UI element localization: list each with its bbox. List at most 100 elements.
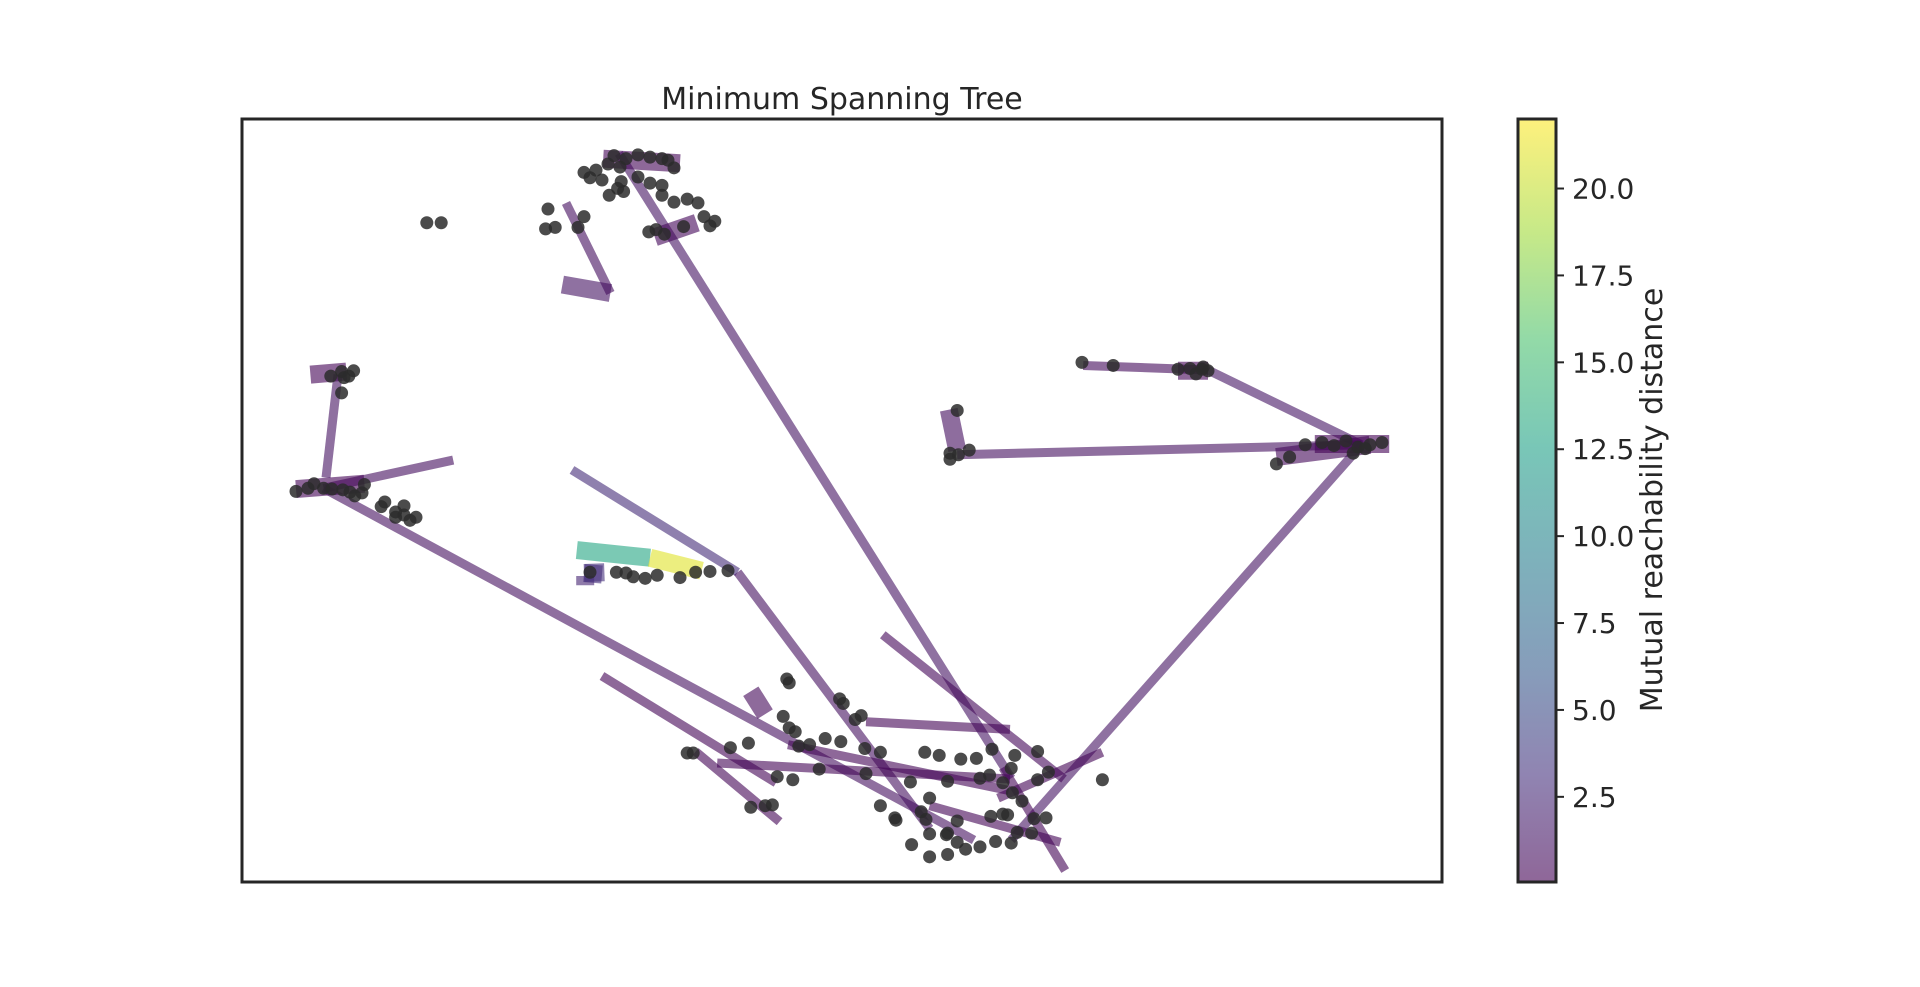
data-point bbox=[611, 181, 625, 195]
data-point bbox=[673, 571, 687, 585]
data-point bbox=[697, 210, 711, 224]
data-point bbox=[1327, 439, 1341, 453]
data-point bbox=[932, 748, 946, 762]
data-point bbox=[1075, 355, 1089, 369]
data-point bbox=[919, 812, 933, 826]
plot-frame bbox=[240, 117, 1444, 884]
data-point bbox=[1298, 438, 1312, 452]
data-point bbox=[723, 741, 737, 755]
data-point bbox=[1008, 748, 1022, 762]
data-point bbox=[420, 216, 434, 230]
data-point bbox=[1095, 773, 1109, 787]
data-point bbox=[631, 170, 645, 184]
data-point bbox=[776, 709, 790, 723]
data-point bbox=[661, 153, 675, 167]
data-point bbox=[803, 738, 817, 752]
data-point bbox=[1041, 765, 1055, 779]
data-point bbox=[889, 813, 903, 827]
data-point bbox=[609, 565, 623, 579]
data-point bbox=[1196, 360, 1210, 374]
data-point bbox=[812, 762, 826, 776]
mst-edge bbox=[939, 407, 967, 452]
data-point bbox=[1315, 436, 1329, 450]
data-point bbox=[657, 227, 671, 241]
data-point bbox=[834, 735, 848, 749]
data-point bbox=[959, 842, 973, 856]
colorbar-tick-label: 17.5 bbox=[1572, 259, 1634, 292]
data-point bbox=[324, 369, 338, 383]
chart-title: Minimum Spanning Tree bbox=[661, 82, 1023, 117]
colorbar-ticks: 2.5 5.0 7.5 10.0 12.5 15.0 17.5 20.0 bbox=[1556, 173, 1634, 814]
data-point bbox=[1031, 773, 1045, 787]
data-points bbox=[289, 148, 1389, 864]
data-point bbox=[939, 828, 953, 842]
data-point bbox=[765, 798, 779, 812]
data-point bbox=[357, 477, 371, 491]
data-point bbox=[782, 676, 796, 690]
data-point bbox=[741, 736, 755, 750]
data-point bbox=[667, 195, 681, 209]
data-point bbox=[1339, 434, 1353, 448]
data-point bbox=[434, 216, 448, 230]
data-point bbox=[1031, 745, 1045, 759]
data-point bbox=[677, 220, 691, 234]
data-point bbox=[680, 746, 694, 760]
data-point bbox=[548, 220, 562, 234]
data-point bbox=[1375, 436, 1389, 450]
data-point bbox=[721, 564, 735, 578]
mst-edge bbox=[561, 200, 615, 295]
data-point bbox=[1171, 362, 1185, 376]
data-point bbox=[918, 745, 932, 759]
colorbar-tick-label: 7.5 bbox=[1572, 607, 1617, 640]
data-point bbox=[1039, 811, 1053, 825]
data-point bbox=[950, 814, 964, 828]
data-point bbox=[941, 774, 955, 788]
data-point bbox=[1025, 826, 1039, 840]
colorbar bbox=[1518, 119, 1556, 882]
data-point bbox=[703, 564, 717, 578]
mst-edge bbox=[865, 717, 1011, 734]
data-point bbox=[984, 809, 998, 823]
data-point bbox=[1027, 812, 1041, 826]
data-point bbox=[969, 751, 983, 765]
data-point bbox=[923, 850, 937, 864]
data-point bbox=[595, 173, 609, 187]
data-point bbox=[541, 202, 555, 216]
mst-edge bbox=[614, 150, 1016, 781]
data-point bbox=[1005, 786, 1019, 800]
colorbar-tick-label: 12.5 bbox=[1572, 433, 1634, 466]
colorbar-frame bbox=[1516, 117, 1558, 884]
data-point bbox=[655, 178, 669, 192]
data-point bbox=[1015, 794, 1029, 808]
data-point bbox=[643, 150, 657, 164]
data-point bbox=[786, 773, 800, 787]
data-point bbox=[943, 446, 957, 460]
colorbar-tick-label: 15.0 bbox=[1572, 346, 1634, 379]
mst-edge bbox=[569, 466, 740, 577]
data-point bbox=[619, 152, 633, 166]
data-point bbox=[607, 149, 621, 163]
colorbar-label: Mutual reachability distance bbox=[1635, 288, 1670, 713]
data-point bbox=[348, 489, 362, 503]
data-point bbox=[347, 364, 361, 378]
mst-edge bbox=[560, 275, 612, 302]
data-point bbox=[397, 499, 411, 513]
data-point bbox=[989, 835, 1003, 849]
data-point bbox=[1269, 457, 1283, 471]
mst-edge bbox=[928, 801, 1062, 847]
data-point bbox=[1010, 825, 1024, 839]
data-point bbox=[854, 709, 868, 723]
data-point bbox=[571, 220, 585, 234]
data-point bbox=[858, 741, 872, 755]
data-point bbox=[1358, 442, 1372, 456]
data-point bbox=[643, 176, 657, 190]
data-point bbox=[650, 568, 664, 582]
colorbar-tick-label: 5.0 bbox=[1572, 694, 1617, 727]
data-point bbox=[923, 827, 937, 841]
data-point bbox=[923, 791, 937, 805]
data-point bbox=[983, 768, 997, 782]
data-point bbox=[873, 745, 887, 759]
mst-edges bbox=[295, 149, 1390, 873]
data-point bbox=[770, 770, 784, 784]
